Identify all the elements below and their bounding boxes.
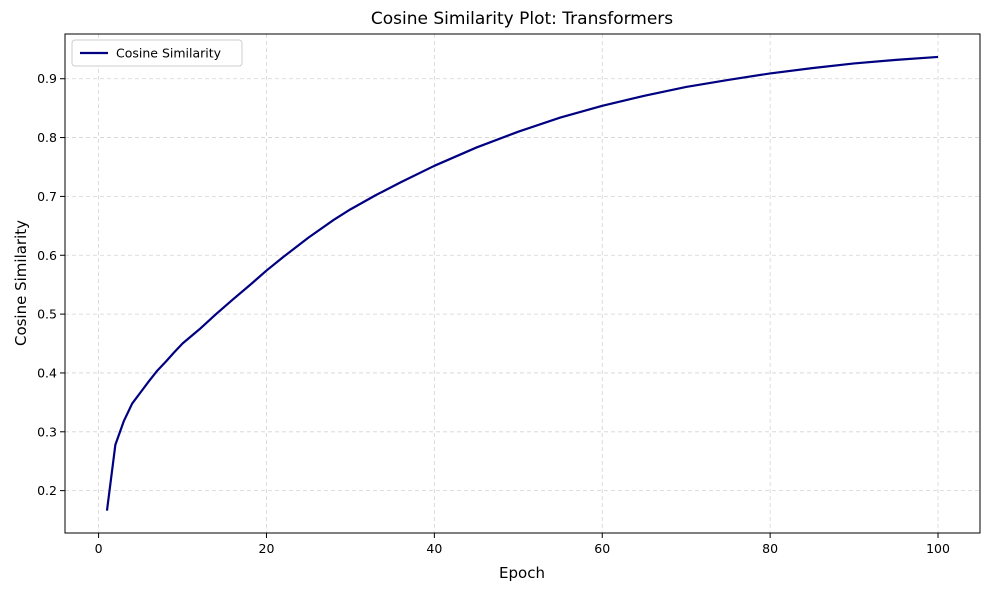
y-tick-label: 0.4 [37,365,57,380]
series-layer [105,55,939,511]
series-line [105,55,939,511]
y-tick-label: 0.7 [37,189,57,204]
x-tick-label: 100 [926,541,950,556]
grid [65,34,980,533]
axis-ticks: 0 20 40 60 80 100 0.2 0.3 0.4 0.5 0.6 0.7 0.8 0.9 [37,71,950,556]
x-tick-label: 80 [762,541,778,556]
plot-frame [64,33,981,534]
x-tick-label: 0 [95,541,103,556]
y-tick-label: 0.5 [37,307,57,322]
y-tick-label: 0.8 [37,130,57,145]
y-tick-label: 0.6 [37,248,57,263]
legend-box [71,39,243,67]
y-tick-label: 0.2 [37,483,57,498]
x-tick-label: 60 [594,541,610,556]
x-axis-label: Epoch [499,564,545,582]
y-tick-label: 0.9 [37,71,57,86]
x-tick-label: 20 [259,541,275,556]
x-tick-label: 40 [426,541,442,556]
legend-label: Cosine Similarity [116,46,222,61]
y-axis-label: Cosine Similarity [12,220,30,346]
y-tick-label: 0.3 [37,424,57,439]
legend: Cosine Similarity [71,39,243,67]
chart-title: Cosine Similarity Plot: Transformers [371,9,673,29]
